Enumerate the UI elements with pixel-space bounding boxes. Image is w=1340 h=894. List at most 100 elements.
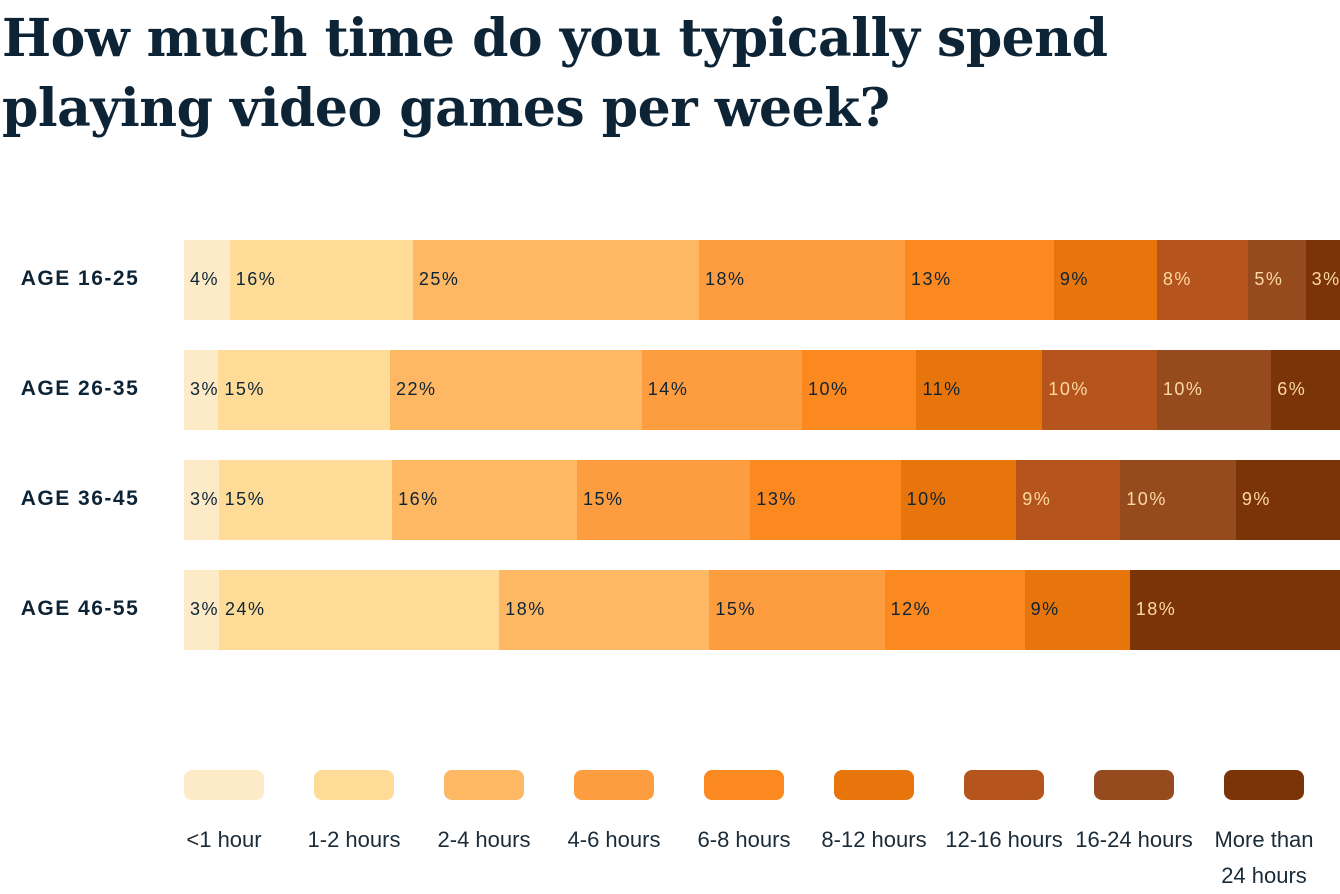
data-label: 22% [396, 379, 437, 399]
bar-segment: 9% [1053, 240, 1157, 320]
data-label: 25% [418, 269, 460, 289]
bar-segment: 9% [1024, 570, 1130, 650]
bar-segment: 10% [1120, 460, 1236, 540]
bar-segment: 10% [802, 350, 917, 430]
data-label: 13% [911, 269, 952, 289]
data-label: 15% [224, 379, 265, 399]
legend-item: 2-4 hours [438, 770, 530, 858]
bar-segment: 12% [884, 570, 1025, 650]
data-label: 4% [190, 269, 220, 289]
data-label: 11% [922, 379, 962, 399]
legend-swatch [704, 770, 784, 800]
row-label: AGE 46-55 [20, 597, 140, 620]
data-label: 15% [224, 489, 266, 509]
row-label: AGE 36-45 [20, 487, 140, 510]
data-label: 9% [1022, 489, 1052, 509]
legend-label: More than 24 hours [1214, 827, 1314, 888]
legend-item: 4-6 hours [568, 770, 660, 858]
legend-swatch [964, 770, 1044, 800]
bar-segment: 3% [184, 350, 219, 430]
data-label: 15% [583, 489, 624, 509]
legend-item: 12-16 hours [945, 770, 1063, 858]
legend-item: 6-8 hours [698, 770, 790, 858]
data-label: 8% [1162, 269, 1192, 289]
data-label: 18% [1135, 599, 1177, 619]
legend-label: 1-2 hours [307, 827, 401, 852]
bar-segment: 3% [1305, 240, 1340, 320]
legend-swatch [444, 770, 524, 800]
legend-label: 16-24 hours [1075, 827, 1193, 852]
legend-item: 16-24 hours [1075, 770, 1193, 858]
bar-segment: 16% [229, 240, 413, 320]
bar-segment: 15% [218, 350, 390, 430]
legend-item: More than 24 hours [1214, 770, 1314, 894]
row-label: AGE 26-35 [20, 377, 140, 400]
data-label: 10% [906, 489, 948, 509]
bar-segment: 25% [412, 240, 700, 320]
bar-segment: 18% [499, 570, 710, 650]
bar-segment: 16% [392, 460, 578, 540]
legend-label: 4-6 hours [567, 827, 661, 852]
bar-segment: 9% [1016, 460, 1121, 540]
legend-swatch [1224, 770, 1304, 800]
bar-segment: 6% [1271, 350, 1340, 430]
bar-row: 3% 24% 18% 15% 12% 9% 18% [184, 570, 1340, 650]
bar-segment: 9% [1235, 460, 1340, 540]
bar-segment: 24% [219, 570, 500, 650]
legend-swatch [834, 770, 914, 800]
data-label: 14% [647, 379, 689, 399]
bar-segment: 10% [1042, 350, 1157, 430]
bar-segment: 13% [750, 460, 901, 540]
data-label: 5% [1254, 269, 1284, 289]
row-label: AGE 16-25 [20, 267, 140, 290]
bar-segment: 13% [905, 240, 1054, 320]
legend-label: 8-12 hours [821, 827, 927, 852]
data-label: 15% [715, 599, 756, 619]
data-label: 16% [235, 269, 277, 289]
data-label: 18% [505, 599, 546, 619]
legend-label: 6-8 hours [697, 827, 791, 852]
bar-segment: 15% [709, 570, 885, 650]
bar-segment: 8% [1156, 240, 1249, 320]
bar-segment: 18% [699, 240, 906, 320]
data-label: 10% [1048, 379, 1089, 399]
data-label: 3% [190, 599, 220, 619]
legend-label: 12-16 hours [945, 827, 1063, 852]
bar-segment: 14% [641, 350, 803, 430]
data-label: 9% [1059, 269, 1089, 289]
legend-label: <1 hour [186, 827, 262, 852]
data-label: 9% [1241, 489, 1271, 509]
bar-segment: 3% [184, 570, 220, 650]
data-label: 16% [398, 489, 439, 509]
legend-swatch [184, 770, 264, 800]
bar-segment: 11% [916, 350, 1043, 430]
data-label: 10% [1126, 489, 1167, 509]
bar-segment: 5% [1248, 240, 1306, 320]
bar-segment: 22% [390, 350, 642, 430]
legend-swatch [574, 770, 654, 800]
data-label: 10% [808, 379, 849, 399]
legend-swatch [314, 770, 394, 800]
legend-label: 2-4 hours [437, 827, 531, 852]
chart-title: How much time do you typically spend pla… [2, 8, 1108, 139]
legend-item: 8-12 hours [821, 770, 927, 858]
bar-segment: 3% [184, 460, 219, 540]
data-label: 13% [756, 489, 797, 509]
legend-swatch [1094, 770, 1174, 800]
bar-segment: 10% [900, 460, 1017, 540]
bar-row: 3% 15% 16% 15% 13% 10% 9% 10% 9% [184, 460, 1340, 540]
data-label: 12% [890, 599, 932, 619]
data-label: 3% [190, 379, 219, 399]
data-label: 9% [1030, 599, 1060, 619]
data-label: 24% [225, 599, 266, 619]
data-label: 3% [1311, 269, 1340, 289]
legend-item: <1 hour [184, 770, 264, 858]
data-label: 18% [705, 269, 746, 289]
bar-row: 4% 16% 25% 18% 13% 9% 8% 5% 3% [184, 240, 1340, 320]
bar-segment: 18% [1129, 570, 1340, 650]
data-label: 6% [1277, 379, 1307, 399]
legend-item: 1-2 hours [308, 770, 400, 858]
data-label: 10% [1162, 379, 1204, 399]
bar-segment: 15% [218, 460, 393, 540]
bar-segment: 15% [577, 460, 751, 540]
